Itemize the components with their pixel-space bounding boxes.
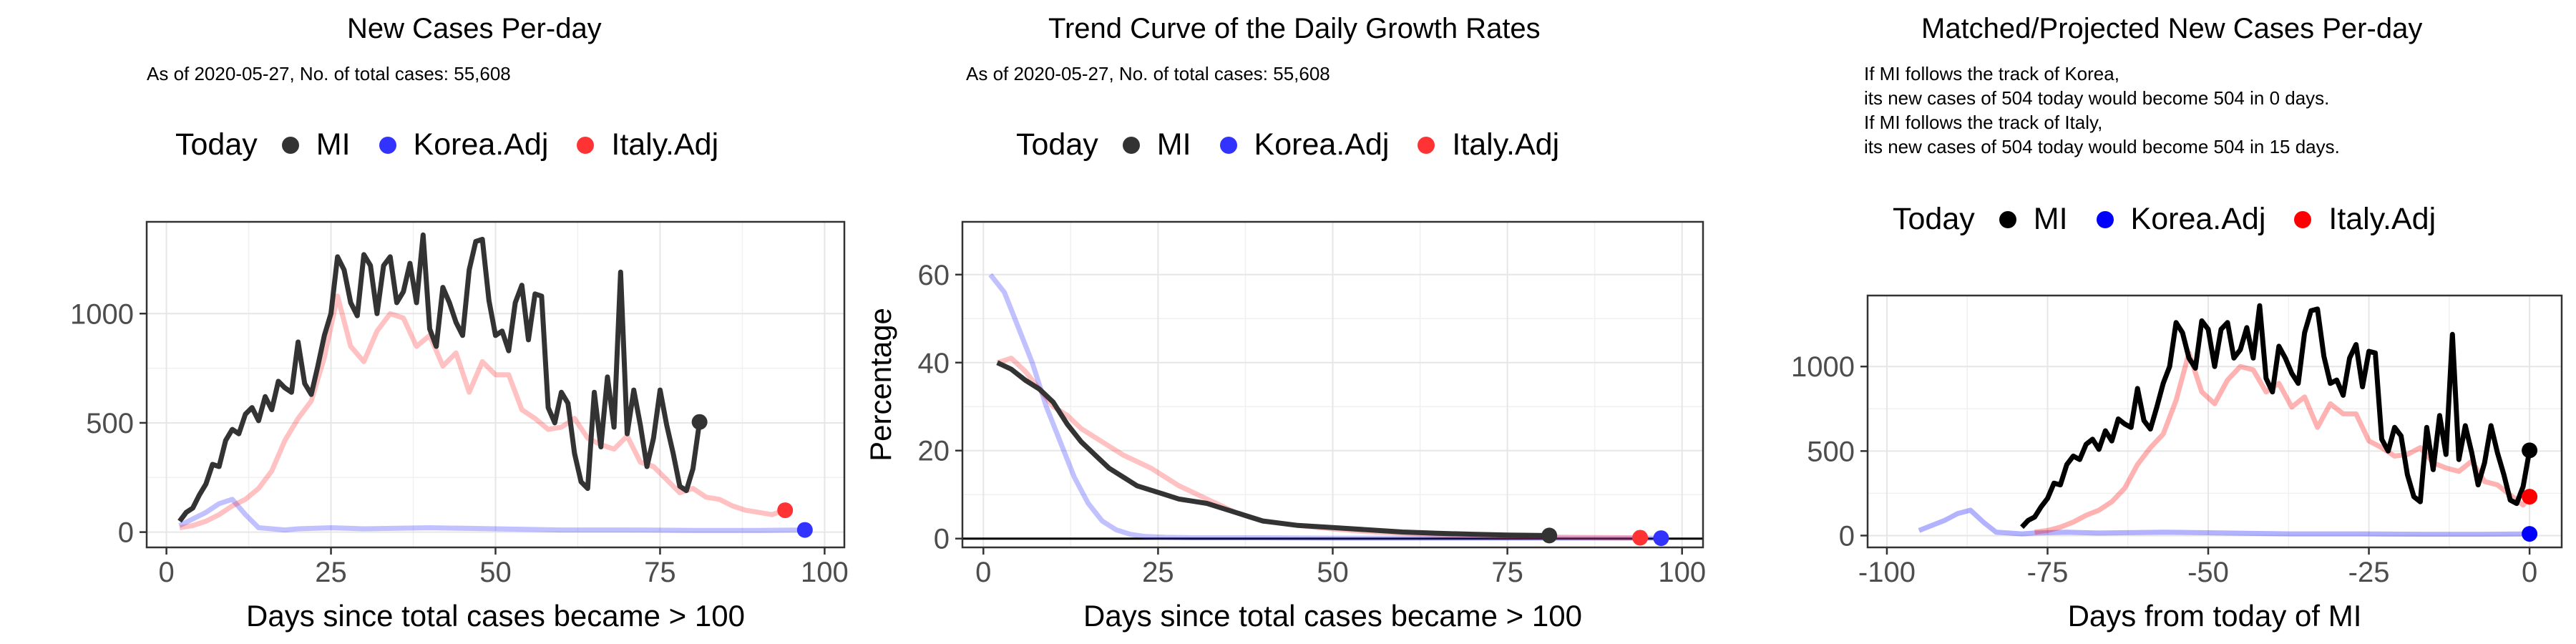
legend-label-korea: Korea.Adj [413,127,549,162]
legend-title: Today [175,127,258,162]
x-tick-label: 100 [801,557,849,588]
chart-subtitle: As of 2020-05-27, No. of total cases: 55… [966,63,1330,84]
chart-subtitle-line-2: its new cases of 504 today would become … [1864,87,2330,109]
y-tick-label: 40 [918,348,950,379]
chart-title: New Cases Per-day [347,13,602,44]
legend: Today MI Korea.Adj Italy.Adj [1016,127,1588,162]
today-point-italy-adj [2522,489,2538,505]
legend: Today MI Korea.Adj Italy.Adj [1893,202,2464,237]
legend-dot-korea [379,136,396,154]
y-tick-label: 20 [918,436,950,467]
legend-dot-italy [1418,136,1435,154]
today-point-korea-adj [1653,530,1669,547]
today-point-italy-adj [777,502,794,519]
chart-title: Trend Curve of the Daily Growth Rates [1048,13,1541,44]
panel-growth-rates: Trend Curve of the Daily Growth Rates As… [859,0,1717,644]
x-tick-label: -75 [2027,557,2069,588]
panel-projected-cases: Matched/Projected New Cases Per-day If M… [1717,0,2576,644]
chart-subtitle-line-3: If MI follows the track of Italy, [1864,112,2103,133]
series-line-korea-adj [178,497,805,533]
chart-title: Matched/Projected New Cases Per-day [1921,13,2423,44]
x-tick-label: 75 [1491,557,1523,588]
x-tick-label: 0 [975,557,991,588]
chart-projected-cases: -100 -75 -50 -25 0 0 500 1000 Days from today of… [1791,294,2563,633]
legend-dot-italy [2294,210,2312,228]
y-tick-label: 60 [918,260,950,291]
legend-label-italy: Italy.Adj [2328,202,2436,236]
x-axis-label: Days since total cases became > 100 [1083,599,1582,633]
today-point-italy-adj [1632,530,1649,546]
series-line-korea-adj [988,273,1662,541]
series-line-italy-adj [2034,350,2532,535]
y-tick-label: 0 [118,517,134,549]
y-tick-label: 0 [934,524,950,555]
panel-new-cases: New Cases Per-day As of 2020-05-27, No. … [0,0,859,644]
legend-title: Today [1016,127,1098,162]
plot-border [1866,294,2563,549]
legend-label-mi: MI [316,127,351,162]
chart-growth-rates: 0 25 50 75 100 0 20 40 60 Days since total cases … [864,220,1706,633]
x-tick-label: 25 [315,557,347,588]
x-tick-label: 75 [644,557,676,588]
x-tick-label: 50 [479,557,512,588]
y-tick-label: 1000 [1791,351,1855,383]
legend-dot-mi [1122,136,1140,154]
today-point-mi [691,414,708,430]
legend-title: Today [1893,202,1975,236]
legend-dot-italy [577,136,595,154]
today-point-mi [1541,527,1558,544]
chart-subtitle-line-1: If MI follows the track of Korea, [1864,63,2119,84]
legend: Today MI Korea.Adj Italy.Adj [175,127,747,162]
series-line-mi [177,232,703,523]
legend-label-mi: MI [1156,127,1191,162]
x-tick-label: 25 [1142,557,1174,588]
series-line-korea-adj [1918,507,2530,537]
x-tick-label: 100 [1658,557,1706,588]
legend-label-korea: Korea.Adj [2130,202,2266,236]
chart-subtitle: As of 2020-05-27, No. of total cases: 55… [147,63,511,84]
y-tick-label: 1000 [70,298,134,330]
y-axis-label: Percentage [864,308,897,462]
series-line-mi [996,360,1550,538]
chart-subtitle-line-4: its new cases of 504 today would become … [1864,136,2340,157]
x-tick-label: 0 [158,557,174,588]
legend-label-korea: Korea.Adj [1254,127,1390,162]
legend-dot-mi [281,136,299,154]
x-axis-label: Days since total cases became > 100 [246,599,745,633]
legend-label-italy: Italy.Adj [611,127,719,162]
x-axis-label: Days from today of MI [2068,599,2362,633]
legend-dot-korea [2096,210,2114,228]
x-tick-label: 0 [2522,557,2537,588]
legend-dot-korea [1219,136,1237,154]
legend-dot-mi [1999,210,2016,228]
x-tick-label: -25 [2348,557,2390,588]
x-tick-label: -100 [1858,557,1916,588]
today-point-korea-adj [796,522,813,538]
legend-label-mi: MI [2033,202,2068,236]
x-tick-label: -50 [2187,557,2229,588]
series-line-mi [2020,303,2532,530]
today-point-mi [2522,442,2538,459]
today-point-korea-adj [2522,526,2538,542]
y-tick-label: 0 [1839,520,1855,552]
series-line-italy-adj [179,293,786,530]
y-tick-label: 500 [86,408,134,439]
x-tick-label: 50 [1317,557,1349,588]
y-tick-label: 500 [1807,436,1855,467]
legend-label-italy: Italy.Adj [1452,127,1560,162]
